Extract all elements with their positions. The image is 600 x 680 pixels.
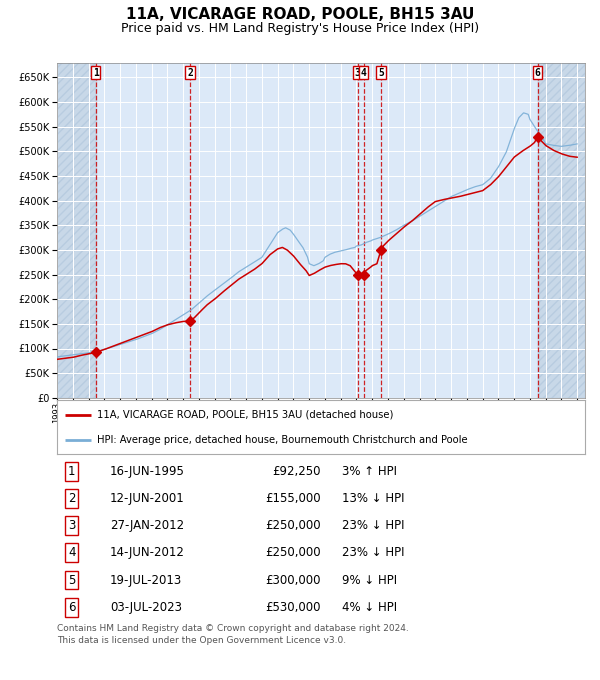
Text: 4% ↓ HPI: 4% ↓ HPI — [342, 600, 397, 614]
Text: Contains HM Land Registry data © Crown copyright and database right 2024.: Contains HM Land Registry data © Crown c… — [57, 624, 409, 633]
Text: 6: 6 — [68, 600, 76, 614]
Text: Price paid vs. HM Land Registry's House Price Index (HPI): Price paid vs. HM Land Registry's House … — [121, 22, 479, 35]
Text: 11A, VICARAGE ROAD, POOLE, BH15 3AU: 11A, VICARAGE ROAD, POOLE, BH15 3AU — [126, 7, 474, 22]
Text: 19-JUL-2013: 19-JUL-2013 — [110, 573, 182, 587]
Text: 14-JUN-2012: 14-JUN-2012 — [110, 546, 185, 560]
Text: 23% ↓ HPI: 23% ↓ HPI — [342, 546, 404, 560]
Text: £250,000: £250,000 — [265, 546, 321, 560]
Text: £155,000: £155,000 — [265, 492, 321, 505]
Text: 2: 2 — [187, 67, 193, 78]
Text: 23% ↓ HPI: 23% ↓ HPI — [342, 519, 404, 532]
Bar — [538, 63, 585, 398]
Text: This data is licensed under the Open Government Licence v3.0.: This data is licensed under the Open Gov… — [57, 636, 346, 645]
Text: 4: 4 — [68, 546, 76, 560]
Bar — [57, 63, 96, 398]
Text: £530,000: £530,000 — [265, 600, 321, 614]
Text: 3% ↑ HPI: 3% ↑ HPI — [342, 464, 397, 478]
Text: 4: 4 — [361, 67, 367, 78]
Text: 11A, VICARAGE ROAD, POOLE, BH15 3AU (detached house): 11A, VICARAGE ROAD, POOLE, BH15 3AU (det… — [97, 409, 393, 420]
Bar — [538, 63, 585, 398]
Text: 9% ↓ HPI: 9% ↓ HPI — [342, 573, 397, 587]
Text: £250,000: £250,000 — [265, 519, 321, 532]
Text: HPI: Average price, detached house, Bournemouth Christchurch and Poole: HPI: Average price, detached house, Bour… — [97, 435, 467, 445]
Text: 2: 2 — [68, 492, 76, 505]
Text: 03-JUL-2023: 03-JUL-2023 — [110, 600, 182, 614]
Text: 1: 1 — [68, 464, 76, 478]
Text: 13% ↓ HPI: 13% ↓ HPI — [342, 492, 404, 505]
Text: 1: 1 — [93, 67, 99, 78]
Text: 3: 3 — [355, 67, 361, 78]
Text: 27-JAN-2012: 27-JAN-2012 — [110, 519, 184, 532]
Text: £92,250: £92,250 — [272, 464, 321, 478]
Text: 5: 5 — [68, 573, 76, 587]
Bar — [57, 63, 96, 398]
Text: 5: 5 — [378, 67, 384, 78]
Text: £300,000: £300,000 — [265, 573, 321, 587]
Text: 6: 6 — [535, 67, 541, 78]
Text: 16-JUN-1995: 16-JUN-1995 — [110, 464, 185, 478]
Text: 12-JUN-2001: 12-JUN-2001 — [110, 492, 185, 505]
Text: 3: 3 — [68, 519, 76, 532]
